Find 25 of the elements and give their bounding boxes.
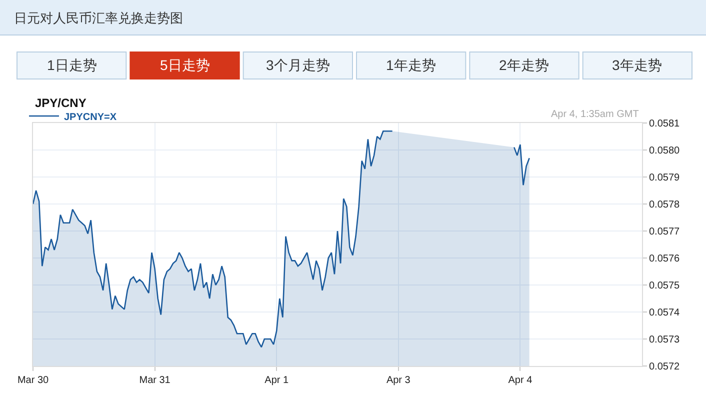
y-tick-label: 0.0580 [649,146,680,156]
x-tick-label: Mar 30 [17,375,49,386]
text: 1年走势 [386,57,436,73]
text: 2年走势 [499,57,549,73]
legend-label: JPYCNY=X [64,112,117,123]
chart-subtitle: JPY/CNY [35,96,86,110]
y-tick-label: 0.0577 [649,226,680,238]
text: 1日走势 [47,57,97,73]
x-tick-label: Apr 1 [264,375,289,386]
text: Apr 4, 1:35am GMT [551,109,639,120]
y-tick-label: 0.0573 [649,334,680,346]
x-tick-label: Mar 31 [139,375,171,386]
chart-title: 日元对人民币汇率兑换走势图 [14,10,183,26]
x-tick-label: Apr 4 [508,375,533,386]
y-tick-label: 0.0581 [649,118,680,130]
text: 5日走势 [160,57,210,73]
y-tick-label: 0.0574 [649,308,680,318]
x-tick-label: Apr 3 [386,375,411,386]
y-tick-label: 0.0576 [649,254,680,264]
y-tick-label: 0.0572 [649,362,680,372]
y-tick-label: 0.0575 [649,280,680,292]
y-tick-label: 0.0578 [649,200,680,210]
y-tick-label: 0.0579 [649,172,680,184]
text: 3年走势 [612,57,662,73]
text: 3个月走势 [266,57,330,73]
